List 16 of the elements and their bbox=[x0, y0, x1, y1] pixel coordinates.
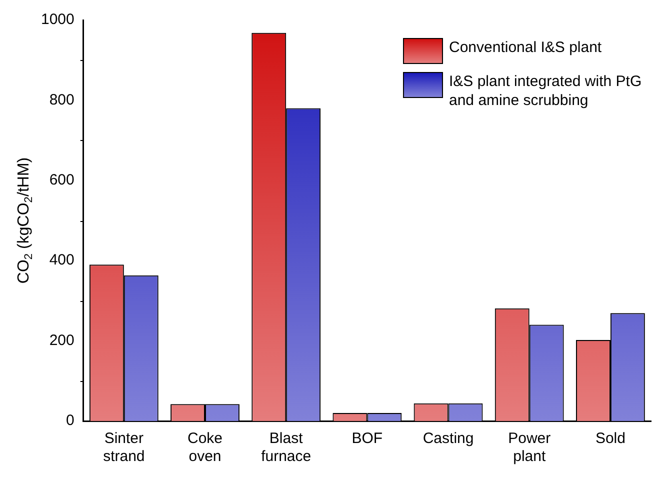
x-tick-label: Casting bbox=[422, 430, 474, 448]
y-tick-label: 600 bbox=[49, 172, 74, 189]
x-tick-label: BOF bbox=[352, 430, 383, 448]
y-axis-title: CO2 (kgCO2/tHM) bbox=[15, 157, 35, 284]
x-tick-label: Power plant bbox=[508, 430, 551, 466]
y-tick-label: 0 bbox=[66, 412, 74, 430]
y-tick-label: 1000 bbox=[40, 11, 74, 28]
y-tick-label: 400 bbox=[49, 252, 74, 269]
x-tick-label: Sinter strand bbox=[103, 430, 145, 466]
y-tick-label: 200 bbox=[49, 332, 74, 349]
legend-label: Conventional I&S plant bbox=[449, 38, 602, 57]
y-tick-label: 800 bbox=[49, 91, 74, 108]
x-tick-label: Coke oven bbox=[187, 430, 223, 466]
legend-label: I&S plant integrated with PtG and amine scrubbing bbox=[449, 72, 643, 110]
x-tick-label: Sold bbox=[595, 430, 626, 448]
x-tick-label: Blast furnace bbox=[261, 430, 312, 466]
